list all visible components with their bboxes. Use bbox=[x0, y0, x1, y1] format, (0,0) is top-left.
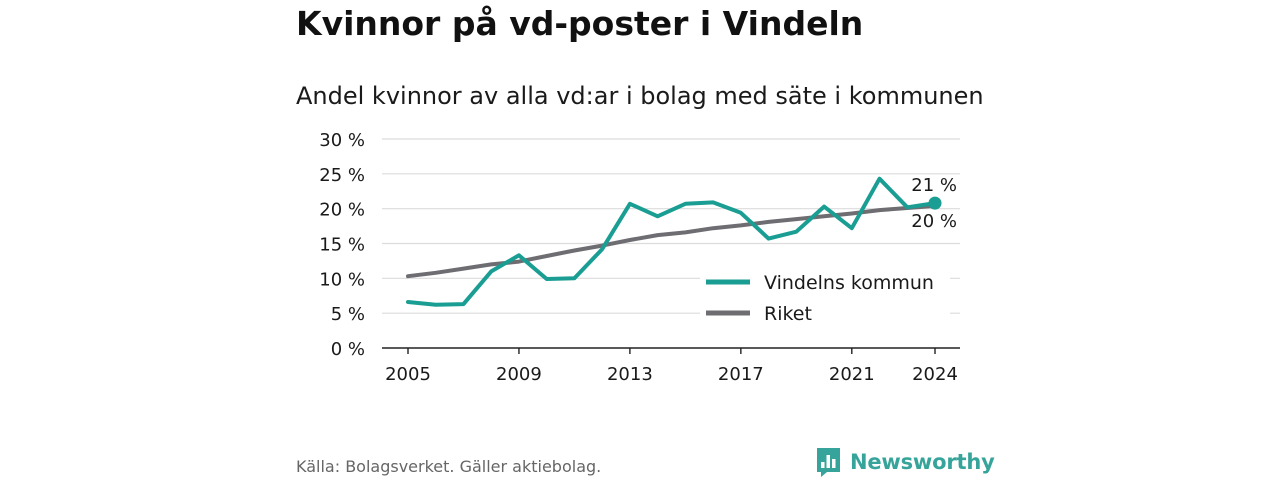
x-tick-label: 2021 bbox=[829, 364, 875, 385]
end-labels: 21 % 20 % bbox=[911, 175, 957, 232]
y-tick-label: 25 % bbox=[319, 165, 365, 186]
chart-title: Kvinnor på vd-poster i Vindeln bbox=[296, 4, 864, 43]
x-tick-label: 2005 bbox=[385, 364, 431, 385]
y-tick-label: 0 % bbox=[331, 339, 365, 360]
y-tick-label: 20 % bbox=[319, 200, 365, 221]
x-tick-label: 2024 bbox=[912, 364, 958, 385]
series-lines bbox=[406, 176, 942, 307]
y-tick-label: 10 % bbox=[319, 269, 365, 290]
source-note: Källa: Bolagsverket. Gäller aktiebolag. bbox=[296, 457, 602, 476]
end-label-vindeln: 21 % bbox=[911, 175, 957, 196]
chart-subtitle: Andel kvinnor av alla vd:ar i bolag med … bbox=[296, 82, 984, 110]
end-point-marker bbox=[928, 196, 942, 210]
series-line-riket bbox=[406, 203, 937, 279]
legend: Vindelns kommun Riket bbox=[700, 268, 950, 327]
y-tick-label: 5 % bbox=[331, 304, 365, 325]
brand-name: Newsworthy bbox=[850, 450, 995, 474]
brand-logo: Newsworthy bbox=[815, 446, 995, 478]
end-label-riket: 20 % bbox=[911, 211, 957, 232]
x-tick-label: 2017 bbox=[718, 364, 764, 385]
y-tick-label: 30 % bbox=[319, 130, 365, 151]
legend-label: Riket bbox=[764, 303, 812, 325]
series-line-vindeln bbox=[406, 176, 937, 307]
y-tick-label: 15 % bbox=[319, 235, 365, 256]
x-tick-label: 2009 bbox=[496, 364, 542, 385]
legend-label: Vindelns kommun bbox=[764, 272, 934, 294]
axes: 0 % 5 % 10 % 15 % 20 % 25 % 30 % 2005 2009 2013 20… bbox=[319, 130, 960, 385]
x-tick-label: 2013 bbox=[607, 364, 653, 385]
bar-chart-icon bbox=[817, 448, 840, 477]
